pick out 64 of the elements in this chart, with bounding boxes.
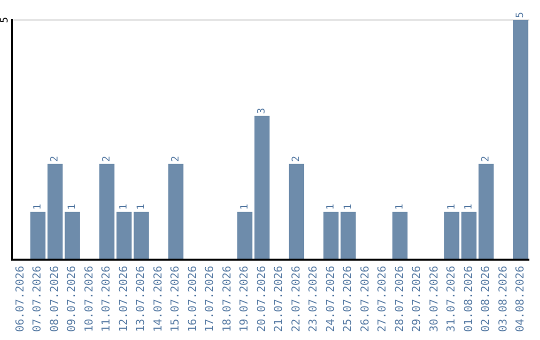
bar (134, 212, 149, 260)
bar (288, 164, 304, 260)
x-tick-label: 30.07.2026 (427, 266, 440, 332)
x-tick-label: 20.07.2026 (254, 266, 268, 332)
x-tick-label: 04.08.2026 (513, 266, 526, 332)
x-tick-label: 01.08.2026 (462, 266, 475, 332)
x-tick-label: 24.07.2026 (324, 266, 337, 332)
data-label: 2 (480, 156, 492, 162)
x-tick-label: 08.07.2026 (48, 266, 61, 332)
bar (478, 164, 494, 260)
x-tick-label: 22.07.2026 (289, 266, 302, 332)
data-label: 1 (136, 204, 147, 210)
data-label: 1 (464, 204, 474, 210)
x-tick-label: 03.08.2026 (496, 266, 510, 332)
data-label: 1 (118, 204, 130, 210)
data-label: 2 (291, 156, 302, 162)
bar (392, 212, 408, 260)
data-label: 5 (515, 12, 526, 18)
x-tick-label: 26.07.2026 (358, 266, 372, 332)
bar (323, 212, 339, 260)
x-tick-label: 25.07.2026 (341, 266, 354, 332)
x-tick-label: 06.07.2026 (13, 266, 26, 332)
x-tick-label: 23.07.2026 (306, 266, 320, 332)
x-tick-label: 07.07.2026 (30, 266, 44, 332)
data-label: 2 (50, 156, 61, 162)
x-tick-label: 15.07.2026 (168, 266, 182, 332)
x-tick-label: 14.07.2026 (151, 266, 164, 332)
x-tick-label: 21.07.2026 (272, 266, 286, 332)
data-label: 1 (326, 204, 337, 210)
x-tick-label: 10.07.2026 (82, 266, 96, 332)
x-tick-label: 12.07.2026 (116, 266, 130, 332)
data-label: 1 (66, 204, 78, 210)
x-tick-label: 13.07.2026 (134, 266, 148, 332)
x-tick-label: 18.07.2026 (220, 266, 234, 332)
data-label: 3 (256, 108, 268, 114)
data-label: 1 (32, 204, 44, 210)
bar (48, 164, 63, 260)
bar (116, 212, 132, 260)
bar (168, 164, 184, 260)
x-tick-label: 11.07.2026 (100, 266, 113, 332)
data-label: 2 (101, 156, 112, 162)
x-tick-label: 19.07.2026 (238, 266, 251, 332)
data-label: 1 (342, 204, 354, 210)
bar (99, 164, 114, 260)
bar (254, 116, 270, 260)
x-tick-label: 29.07.2026 (410, 266, 424, 332)
x-tick-label: 02.08.2026 (479, 266, 492, 332)
x-tick-label: 27.07.2026 (376, 266, 389, 332)
bar (30, 212, 46, 260)
data-label: 1 (239, 204, 250, 210)
bar (444, 212, 460, 260)
x-tick-label: 09.07.2026 (65, 266, 78, 332)
x-tick-label: 16.07.2026 (186, 266, 199, 332)
x-tick-label: 31.07.2026 (444, 266, 458, 332)
x-tick-label: 28.07.2026 (392, 266, 406, 332)
data-label: 2 (170, 156, 182, 162)
bar (513, 20, 528, 260)
bar (64, 212, 80, 260)
bar (461, 212, 476, 260)
data-label: 1 (446, 204, 458, 210)
x-tick-label: 17.07.2026 (203, 266, 216, 332)
data-label: 1 (394, 204, 406, 210)
bar (340, 212, 356, 260)
bar (237, 212, 252, 260)
